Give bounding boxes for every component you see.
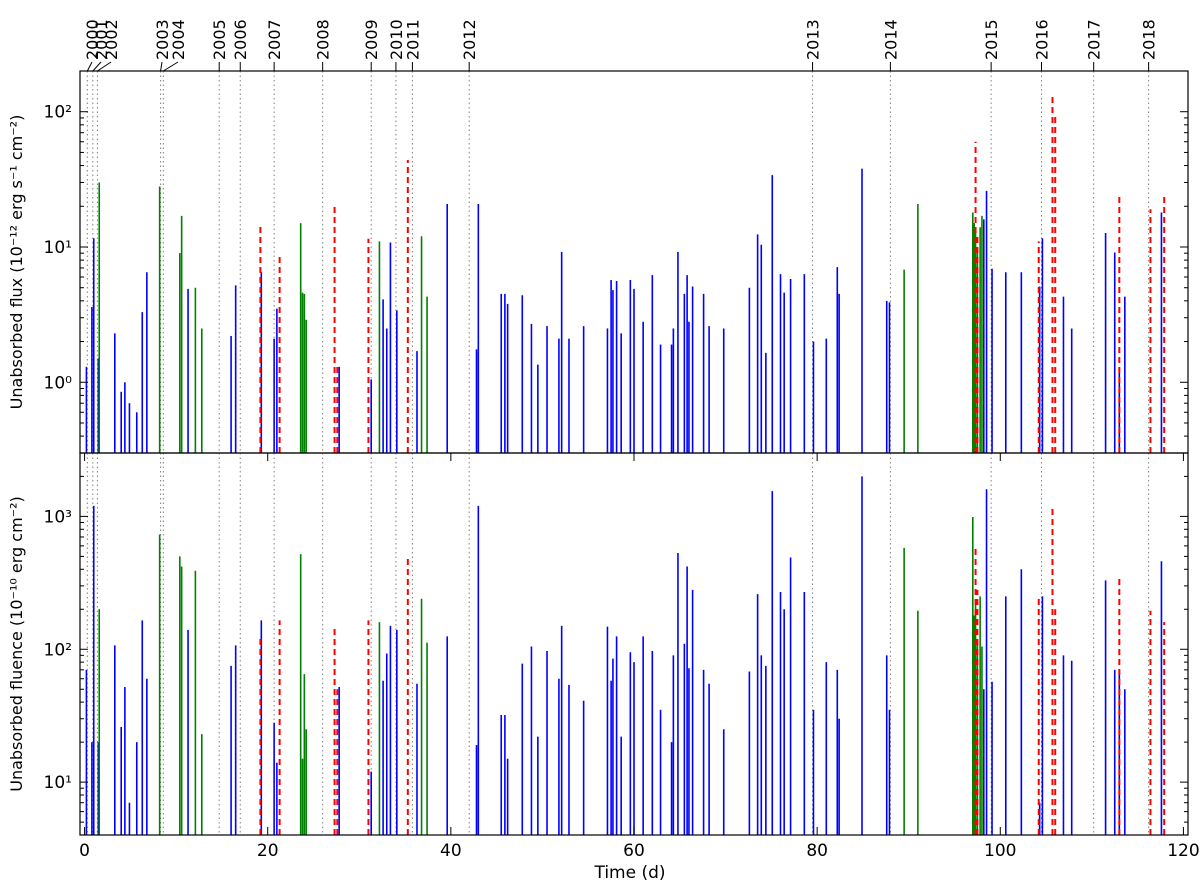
year-label: 2000	[83, 19, 102, 60]
flux-panel: 10⁰ 10¹ 10² Unabsorbed flux (10⁻¹² erg s⁻¹ …	[7, 70, 1189, 454]
year-label: 2015	[982, 19, 1001, 60]
fluence-panel: 10¹ 10² 10³ 0 20 40 60 80 100 120 Unabsorbed fluen…	[7, 452, 1200, 861]
year-label: 2017	[1085, 19, 1104, 60]
x-tick-label: 60	[623, 841, 645, 861]
year-label: 2001	[92, 19, 111, 60]
year-label: 2008	[314, 19, 333, 60]
y-axis-label: Unabsorbed fluence (10⁻¹⁰ erg cm⁻²)	[7, 496, 26, 792]
year-label: 2010	[387, 19, 406, 60]
year-label: 2014	[881, 19, 900, 60]
y-tick-label: 10²	[44, 103, 72, 123]
axes-frame	[79, 452, 1189, 836]
x-tick-label: 0	[79, 841, 90, 861]
year-leader-line	[160, 61, 163, 72]
year-leader-line	[86, 61, 93, 72]
year-label: 2009	[362, 19, 381, 60]
x-tick-label: 100	[984, 841, 1016, 861]
x-axis-label: Time (d)	[593, 863, 665, 883]
year-label: 2005	[210, 19, 229, 60]
y-tick-label: 10⁰	[44, 373, 73, 393]
year-leader-line	[163, 61, 179, 72]
year-label: 2013	[804, 19, 823, 60]
year-label: 2004	[169, 19, 188, 60]
year-label: 2002	[102, 19, 121, 60]
year-leader-line	[92, 61, 102, 72]
year-label: 2016	[1032, 19, 1051, 60]
year-leader-line	[97, 61, 112, 72]
x-tick-label: 40	[440, 841, 462, 861]
year-label: 2011	[403, 19, 422, 60]
y-tick-label: 10²	[44, 640, 72, 660]
y-tick-label: 10¹	[44, 238, 72, 258]
x-tick-label: 80	[806, 841, 828, 861]
y-tick-label: 10¹	[44, 773, 72, 793]
y-tick-label: 10³	[44, 507, 72, 527]
year-label: 2003	[153, 19, 172, 60]
y-axis-label: Unabsorbed flux (10⁻¹² erg s⁻¹ cm⁻²)	[7, 115, 26, 410]
x-tick-label: 120	[1167, 841, 1199, 861]
year-label: 2018	[1140, 19, 1159, 60]
year-label: 2006	[231, 19, 250, 60]
x-tick-label: 20	[257, 841, 279, 861]
year-label: 2012	[460, 19, 479, 60]
year-label: 2007	[265, 19, 284, 60]
